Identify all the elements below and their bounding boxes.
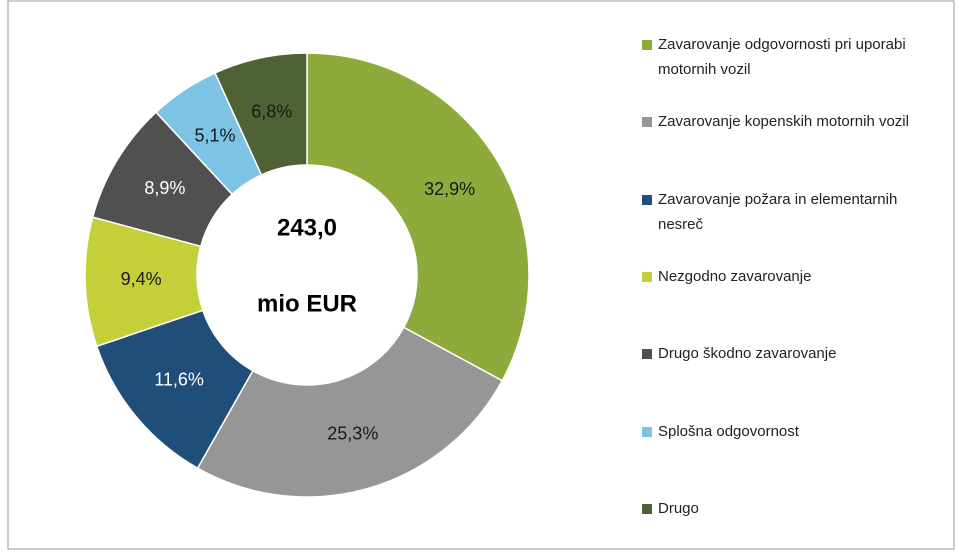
legend-swatch (642, 40, 652, 50)
data-label: 32,9% (424, 179, 475, 199)
donut-slice (214, 52, 308, 176)
data-label: 5,1% (194, 126, 235, 146)
legend-label: Splošna odgovornost (658, 422, 799, 440)
legend-label: Drugo škodno zavarovanje (658, 345, 837, 363)
legend-swatch (642, 271, 652, 282)
legend-item: Nezgodno zavarovanje (642, 264, 932, 289)
center-unit: mio EUR (257, 290, 357, 317)
legend-label: Zavarovanje odgovornosti pri uporabi mot… (658, 36, 906, 78)
data-label: 11,6% (154, 370, 204, 390)
legend-item: Drugo (642, 496, 932, 521)
legend-swatch (642, 194, 652, 205)
legend-item: Zavarovanje odgovornosti pri uporabi mot… (642, 32, 932, 82)
legend-swatch (642, 426, 652, 437)
legend-item: Zavarovanje požara in elementarnih nesre… (642, 187, 932, 237)
data-label: 8,9% (144, 178, 185, 198)
chart-border (7, 0, 955, 550)
legend-item: Splošna odgovornost (642, 419, 932, 444)
legend-label: Drugo (658, 499, 699, 517)
data-label: 9,4% (121, 269, 162, 289)
legend-label: Zavarovanje požara in elementarnih nesre… (658, 190, 898, 233)
data-label: 6,8% (251, 102, 292, 122)
legend-swatch (642, 349, 652, 360)
legend-label: Zavarovanje kopenskih motornih vozil (658, 113, 909, 131)
legend-swatch (642, 117, 652, 128)
center-value: 243,0 (277, 214, 337, 241)
donut-slice (306, 52, 530, 382)
legend-swatch (642, 503, 652, 514)
legend-label: Nezgodno zavarovanje (658, 267, 812, 285)
data-label: 25,3% (327, 423, 378, 443)
donut-slice (196, 326, 504, 498)
legend-item: Drugo škodno zavarovanje (642, 341, 932, 366)
legend-item: Zavarovanje kopenskih motornih vozil (642, 109, 932, 134)
